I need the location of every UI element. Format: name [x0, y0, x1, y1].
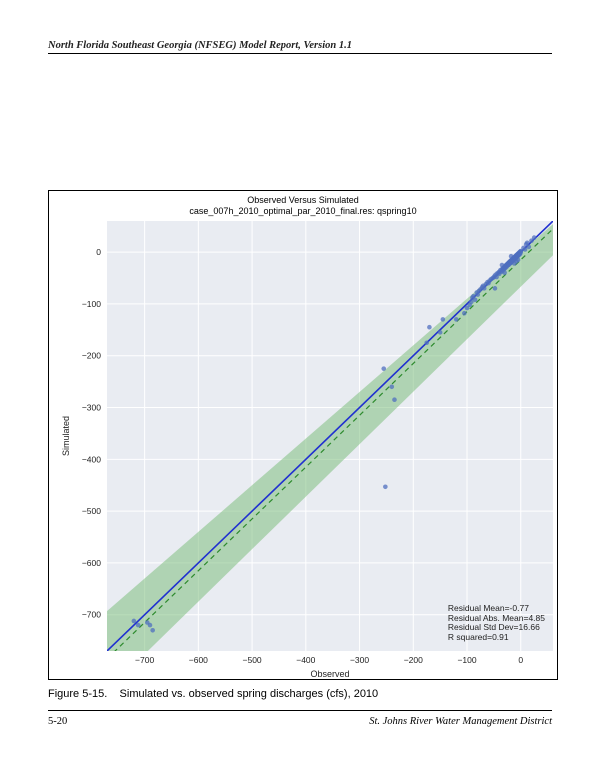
- svg-text:0: 0: [518, 655, 523, 665]
- svg-text:−100: −100: [457, 655, 476, 665]
- scatter-plot-svg: [107, 221, 553, 651]
- svg-text:−600: −600: [82, 558, 101, 568]
- svg-text:−700: −700: [135, 655, 154, 665]
- svg-text:−200: −200: [404, 655, 423, 665]
- svg-text:−600: −600: [189, 655, 208, 665]
- svg-text:−500: −500: [82, 506, 101, 516]
- caption-label: Figure 5-15.: [48, 688, 107, 700]
- svg-text:−300: −300: [350, 655, 369, 665]
- svg-text:−700: −700: [82, 610, 101, 620]
- chart-title: Observed Versus Simulated case_007h_2010…: [49, 195, 557, 217]
- chart-title-line1: Observed Versus Simulated: [49, 195, 557, 206]
- svg-text:−200: −200: [82, 351, 101, 361]
- footer-org: St. Johns River Water Management Distric…: [369, 716, 552, 727]
- svg-text:Simulated: Simulated: [61, 416, 71, 456]
- page-header: North Florida Southeast Georgia (NFSEG) …: [48, 40, 552, 51]
- figure-caption: Figure 5-15. Simulated vs. observed spri…: [48, 688, 558, 700]
- stat-rsquared: R squared=0.91: [448, 633, 545, 643]
- plot-area: Residual Mean=-0.77 Residual Abs. Mean=4…: [107, 221, 553, 651]
- footer-rule: [48, 710, 552, 711]
- svg-text:−500: −500: [243, 655, 262, 665]
- chart-box: Observed Versus Simulated case_007h_2010…: [48, 190, 558, 680]
- chart-title-line2: case_007h_2010_optimal_par_2010_final.re…: [49, 206, 557, 217]
- header-rule: [48, 53, 552, 54]
- svg-text:Observed: Observed: [310, 669, 349, 679]
- stats-box: Residual Mean=-0.77 Residual Abs. Mean=4…: [448, 604, 545, 643]
- page-number: 5-20: [48, 716, 67, 727]
- svg-text:−400: −400: [82, 454, 101, 464]
- svg-text:−100: −100: [82, 299, 101, 309]
- caption-text: Simulated vs. observed spring discharges…: [120, 688, 379, 700]
- page: North Florida Southeast Georgia (NFSEG) …: [0, 0, 600, 777]
- svg-text:0: 0: [96, 247, 101, 257]
- svg-text:−300: −300: [82, 403, 101, 413]
- svg-text:−400: −400: [296, 655, 315, 665]
